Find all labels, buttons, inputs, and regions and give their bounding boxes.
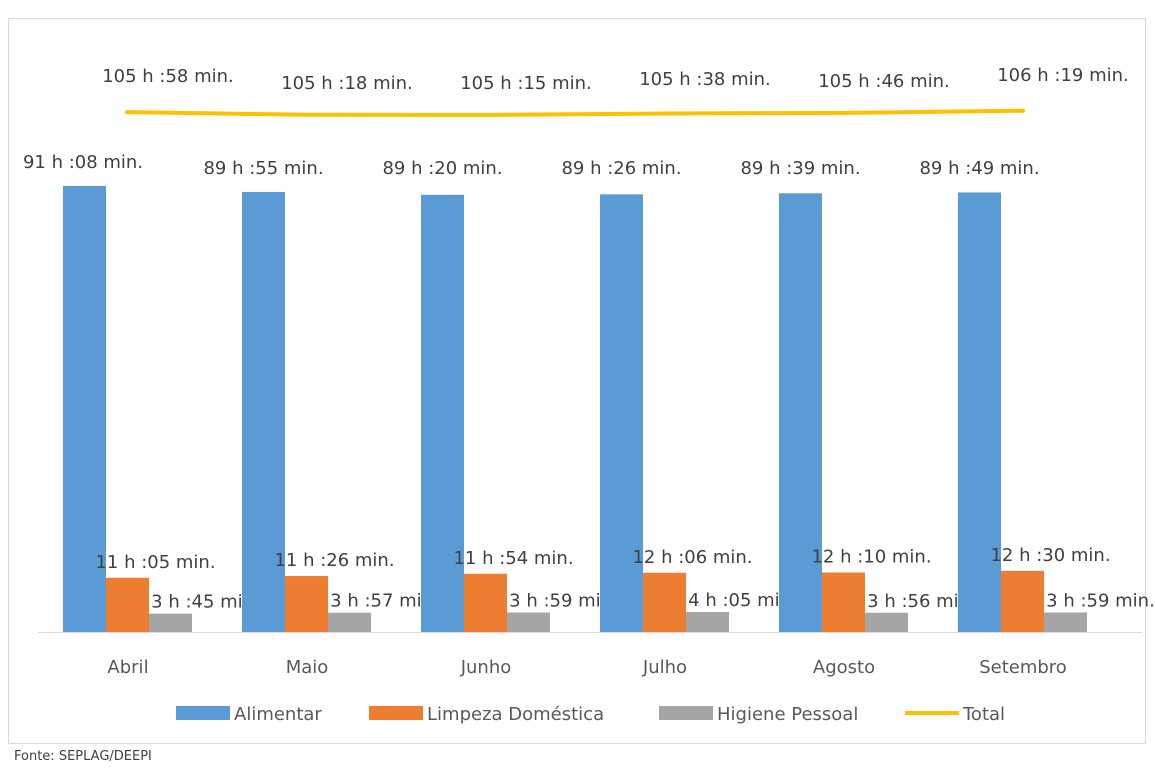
bar-limpeza-dom-stica xyxy=(464,573,507,632)
legend-label-alimentar: Alimentar xyxy=(234,704,322,725)
data-label-limpeza-dom-stica: 11 h :54 min. xyxy=(453,548,573,569)
data-label-higiene-pessoal: 3 h :59 min. xyxy=(1046,591,1155,612)
bar-alimentar xyxy=(63,186,106,632)
bar-alimentar xyxy=(421,194,464,633)
data-label-higiene-pessoal: 4 h :05 min. xyxy=(688,590,797,611)
data-label-total: 105 h :46 min. xyxy=(818,71,950,92)
data-label-limpeza-dom-stica: 12 h :06 min. xyxy=(632,547,752,568)
x-tick-label: Abril xyxy=(107,657,148,678)
data-label-higiene-pessoal: 3 h :56 min. xyxy=(867,591,976,612)
data-label-total: 105 h :58 min. xyxy=(102,66,234,87)
data-label-limpeza-dom-stica: 12 h :10 min. xyxy=(811,546,931,567)
bar-alimentar xyxy=(242,191,285,632)
x-tick-label: Setembro xyxy=(979,657,1067,678)
line-total xyxy=(125,108,1025,118)
data-label-higiene-pessoal: 3 h :45 min. xyxy=(151,592,260,613)
x-tick-label: Junho xyxy=(460,657,512,678)
bar-higiene-pessoal xyxy=(1044,612,1087,632)
x-tick-label: Julho xyxy=(642,657,687,678)
legend-swatch-higiene-pessoal xyxy=(659,706,713,720)
bar-alimentar xyxy=(958,192,1001,632)
data-label-total: 105 h :18 min. xyxy=(281,73,413,94)
data-label-alimentar: 89 h :49 min. xyxy=(919,158,1039,179)
data-label-limpeza-dom-stica: 11 h :26 min. xyxy=(274,550,394,571)
data-label-alimentar: 91 h :08 min. xyxy=(23,152,143,173)
bar-alimentar xyxy=(600,194,643,632)
data-label-total: 106 h :19 min. xyxy=(997,65,1129,86)
data-label-total: 105 h :15 min. xyxy=(460,73,592,94)
bar-alimentar xyxy=(779,193,822,632)
legend-swatch-alimentar xyxy=(176,706,230,720)
data-label-alimentar: 89 h :55 min. xyxy=(203,158,323,179)
bar-higiene-pessoal xyxy=(507,612,550,632)
x-tick-label: Maio xyxy=(286,657,329,678)
bar-higiene-pessoal xyxy=(686,612,729,632)
data-label-alimentar: 89 h :39 min. xyxy=(740,158,860,179)
bar-higiene-pessoal xyxy=(328,612,371,632)
bar-limpeza-dom-stica xyxy=(1001,570,1044,632)
data-label-limpeza-dom-stica: 12 h :30 min. xyxy=(990,545,1110,566)
data-label-higiene-pessoal: 3 h :59 min. xyxy=(509,591,618,612)
bar-higiene-pessoal xyxy=(865,612,908,632)
data-label-total: 105 h :38 min. xyxy=(639,69,771,90)
legend-label-total: Total xyxy=(962,704,1005,725)
data-label-limpeza-dom-stica: 11 h :05 min. xyxy=(95,552,215,573)
bar-limpeza-dom-stica xyxy=(822,572,865,632)
data-label-alimentar: 89 h :20 min. xyxy=(382,158,502,179)
chart-frame xyxy=(8,18,1146,744)
source-note: Fonte: SEPLAG/DEEPI xyxy=(14,749,152,764)
legend-swatch-limpeza-dom-stica xyxy=(369,706,423,720)
legend-label-limpeza-dom-stica: Limpeza Doméstica xyxy=(427,704,604,725)
data-label-higiene-pessoal: 3 h :57 min. xyxy=(330,591,439,612)
bar-higiene-pessoal xyxy=(149,613,192,632)
bar-limpeza-dom-stica xyxy=(106,577,149,632)
bar-limpeza-dom-stica xyxy=(285,576,328,632)
legend-label-higiene-pessoal: Higiene Pessoal xyxy=(717,704,858,725)
x-tick-label: Agosto xyxy=(813,657,875,678)
bar-limpeza-dom-stica xyxy=(643,572,686,632)
data-label-alimentar: 89 h :26 min. xyxy=(561,158,681,179)
